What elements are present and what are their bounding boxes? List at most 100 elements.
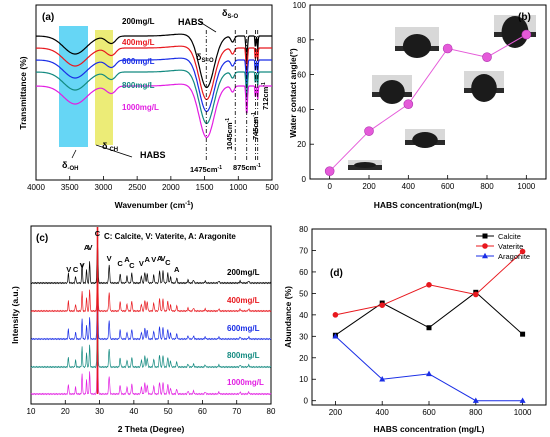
delta-s-double-o-label: δS=O (196, 52, 214, 64)
ch-arrow (95, 144, 133, 158)
habs-top-arrow (199, 21, 217, 33)
panel-c-x-ticks: 10 20 30 40 50 60 70 80 (27, 400, 276, 416)
panel-a-y-axis-label: Transmittance (%) (18, 56, 28, 129)
series-label: 600mg/L (227, 324, 260, 333)
series-label: 1000mg/L (122, 103, 159, 112)
peak-letter: C (117, 259, 123, 268)
peak-letter: V (160, 254, 165, 263)
panel-a-x-ticks: 4000 3500 3000 2500 2000 1500 1000 500 (27, 176, 279, 192)
x-tick-label: 600 (422, 408, 436, 417)
series-label: 800mg/L (227, 351, 260, 360)
x-tick-label: 30 (95, 407, 104, 416)
panel-d-y-axis-label: Abundance (%) (283, 286, 293, 348)
peak-letter: V (151, 255, 156, 264)
x-tick-label: 600 (441, 182, 455, 191)
y-tick-label: 80 (297, 36, 306, 45)
series-label: 1000mg/L (227, 378, 264, 387)
panel-d-label: (d) (330, 268, 343, 279)
habs-top-label: HABS (178, 17, 204, 27)
x-tick-label: 40 (129, 407, 138, 416)
phase-legend: C: Calcite, V: Vaterite, A: Aragonite (104, 232, 236, 241)
data-point-triangle (472, 397, 479, 403)
panel-b-x-axis-label: HABS concentration(mg/L) (374, 200, 483, 210)
contact-angle-point (482, 52, 492, 63)
ftir-curves (36, 33, 272, 139)
data-point-circle (482, 243, 488, 249)
ftir-curve (36, 69, 272, 125)
droplet-shape (379, 80, 405, 104)
data-point-triangle (332, 333, 339, 339)
y-tick-label: 100 (293, 1, 307, 10)
xrd-pattern (30, 353, 272, 396)
oh-arrow (71, 149, 77, 159)
x-tick-label: 1000 (229, 183, 247, 192)
series-label: 800mg/L (122, 81, 155, 90)
data-point-square (520, 331, 526, 337)
x-tick-label: 60 (198, 407, 207, 416)
y-tick-label: 80 (299, 225, 308, 234)
droplet-shape (471, 74, 497, 102)
x-tick-label: 4000 (27, 183, 45, 192)
x-tick-label: 400 (376, 408, 390, 417)
data-point-circle (519, 248, 526, 255)
panel-d-x-axis-label: HABS concentration (mg/L) (374, 424, 485, 434)
peak-1475-label: 1475cm-1 (190, 165, 222, 174)
x-tick-label: 800 (469, 408, 483, 417)
ftir-curve (36, 83, 272, 139)
legend-label: Calcite (498, 232, 521, 241)
peak-letter: V (87, 243, 92, 252)
panel-b-ticks: 0 200 400 600 800 1000 0 20 40 60 80 100 (293, 1, 536, 191)
series-label: 400mg/L (122, 38, 155, 47)
peak-letter: C (95, 229, 101, 238)
panel-c-series-labels: 200mg/L 400mg/L 600mg/L 800mg/L 1000mg/L (227, 268, 264, 387)
data-point-triangle (482, 252, 488, 259)
x-tick-label: 1000 (514, 408, 532, 417)
y-tick-label: 70 (299, 246, 308, 255)
x-tick-label: 3500 (61, 183, 79, 192)
x-tick-label: 200 (329, 408, 343, 417)
panel-a-label: (a) (42, 12, 54, 23)
peak-letter: A (174, 265, 180, 274)
ch-band-highlight (95, 30, 113, 145)
abundance-series (332, 248, 526, 403)
series-label: 200mg/L (122, 17, 155, 26)
data-point-triangle (426, 370, 432, 377)
peak-1045-label: 1045cm-1 (225, 118, 234, 150)
x-tick-label: 500 (265, 183, 279, 192)
y-tick-label: 60 (299, 268, 308, 277)
x-tick-label: 2000 (162, 183, 180, 192)
delta-so-label: δS-O (222, 8, 238, 20)
droplet-shape (354, 162, 376, 168)
y-tick-label: 40 (299, 311, 308, 320)
habs-bottom-label: HABS (140, 150, 166, 160)
ftir-curve (36, 45, 272, 101)
data-point-circle (379, 302, 386, 308)
contact-angle-point (324, 166, 335, 176)
peak-letter: V (107, 254, 112, 263)
peak-letter: V (66, 265, 71, 274)
panel-b-label: (b) (518, 12, 531, 23)
delta-ch-label: δ-CH (102, 141, 118, 153)
x-tick-label: 20 (61, 407, 70, 416)
data-point-circle (473, 291, 479, 298)
peak-letter: A (157, 254, 163, 263)
x-tick-label: 70 (232, 407, 241, 416)
y-tick-label: 20 (297, 140, 306, 149)
y-tick-label: 60 (297, 71, 306, 80)
y-tick-label: 0 (302, 175, 307, 184)
droplet-shape (412, 132, 438, 148)
xrd-pattern (30, 271, 272, 313)
peak-letter: C (165, 258, 171, 267)
series-label: 400mg/L (227, 296, 260, 305)
x-tick-label: 400 (402, 182, 416, 191)
peak-letter: A (124, 255, 130, 264)
x-tick-label: 1000 (517, 182, 535, 191)
x-tick-label: 1500 (196, 183, 214, 192)
xrd-patterns (30, 227, 272, 396)
delta-oh-label: δ-OH (62, 160, 78, 172)
oh-band-highlight (59, 26, 88, 147)
series-label: 600mg/L (122, 57, 155, 66)
xrd-pattern (30, 243, 272, 285)
